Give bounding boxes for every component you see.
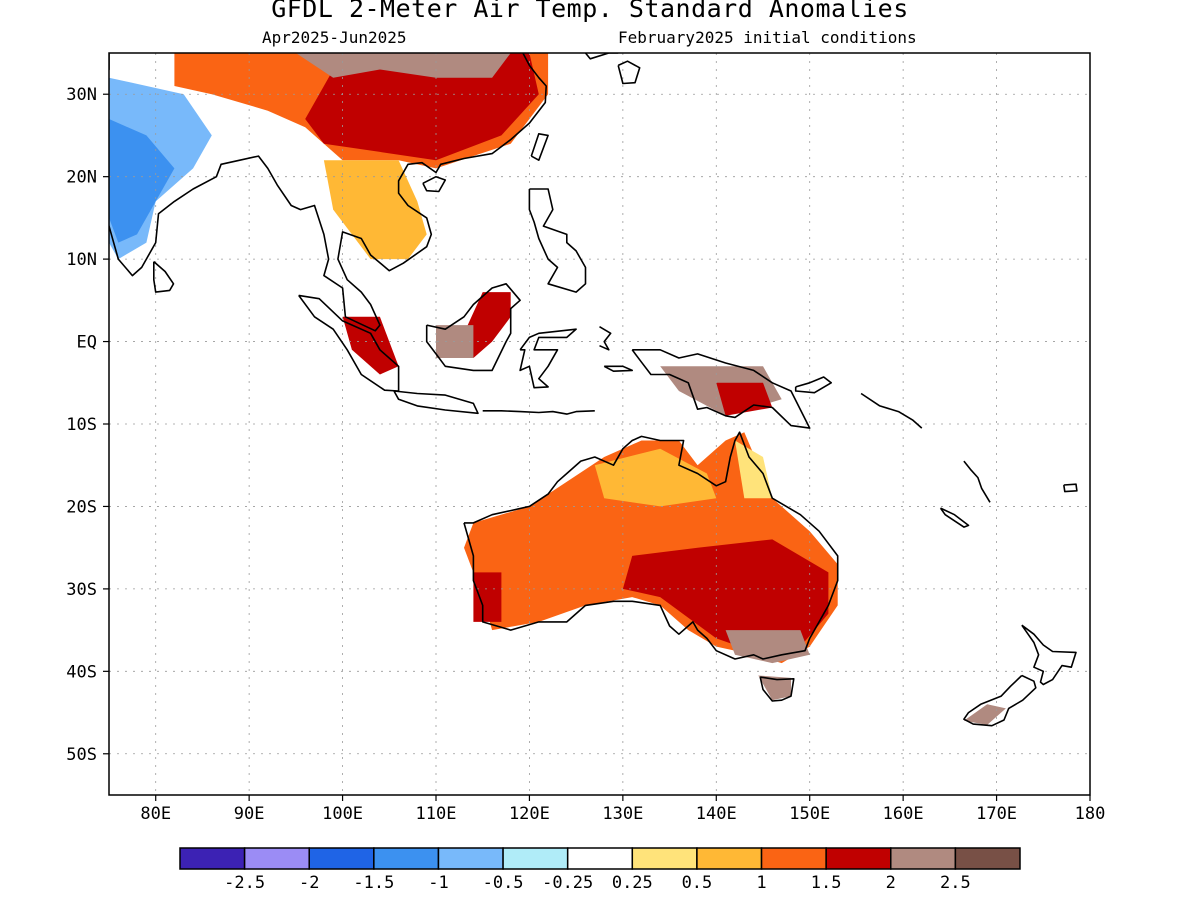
lat-tick-label: 10S <box>66 415 97 435</box>
coastline-timor-flores <box>482 409 595 415</box>
colorbar-swatch <box>243 847 310 870</box>
colorbar-swatch <box>760 847 827 870</box>
colorbar-swatch <box>437 847 504 870</box>
longitude-axis: 80E 90E 100E 110E 120E 130E 140E 150E 160E 170E 18… <box>140 795 1105 824</box>
anomaly-fill-layer <box>109 53 1006 725</box>
coastline-hainan <box>422 175 447 193</box>
anomaly-region-nz-south <box>963 704 1006 725</box>
lat-tick-label: 30S <box>66 580 97 600</box>
coastline-asia-mainland <box>109 53 548 332</box>
lon-tick-label: 90E <box>234 804 265 824</box>
coastline-solomon-islands <box>860 392 923 429</box>
coastline-sri-lanka <box>153 260 175 293</box>
anomaly-region-china-extreme <box>295 53 511 78</box>
lon-tick-label: 100E <box>322 804 363 824</box>
colorbar-swatch <box>179 847 246 870</box>
lat-tick-label: 10N <box>66 250 97 270</box>
lon-tick-label: 80E <box>140 804 171 824</box>
coastline-borneo <box>425 282 521 372</box>
colorbar-label: 1.5 <box>811 873 842 893</box>
lat-tick-label: 40S <box>66 662 97 682</box>
coastline-layer <box>109 53 1078 727</box>
coastline-nz-north <box>1021 624 1077 686</box>
colorbar-swatch <box>696 847 763 870</box>
anomaly-region-australia-se-extreme <box>725 630 810 664</box>
anomaly-region-australia-nw-mild <box>594 448 717 507</box>
colorbar-label: -0.25 <box>542 873 593 893</box>
lon-tick-label: 180 <box>1075 804 1106 824</box>
colorbar: -2.5 -2 -1.5 -1 -0.5 -0.25 0.25 0.5 1 1.5 2 2.5 <box>179 847 1021 893</box>
coastline-sulawesi <box>519 328 577 389</box>
lon-tick-label: 170E <box>976 804 1017 824</box>
colorbar-swatch <box>502 847 569 870</box>
colorbar-label: -1.5 <box>353 873 394 893</box>
anomaly-region-png-hot <box>716 382 773 416</box>
colorbar-swatch <box>373 847 440 870</box>
coastline-seram <box>603 365 634 373</box>
coastline-kyushu <box>617 60 641 85</box>
colorbar-swatch <box>566 847 634 870</box>
anomaly-region-india-cooler <box>109 119 175 243</box>
lon-tick-label: 110E <box>416 804 457 824</box>
lon-tick-label: 140E <box>696 804 737 824</box>
colorbar-label: -0.5 <box>483 873 524 893</box>
map-title: GFDL 2-Meter Air Temp. Standard Anomalie… <box>271 0 909 23</box>
coastline-new-guinea <box>631 348 811 429</box>
colorbar-label: 2.5 <box>940 873 971 893</box>
lon-tick-label: 130E <box>602 804 643 824</box>
coastline-philippines <box>528 188 587 293</box>
lat-tick-label: EQ <box>77 333 97 353</box>
coastline-new-caledonia <box>939 507 970 528</box>
coastline-fiji <box>1063 483 1078 493</box>
coastline-taiwan <box>530 133 549 161</box>
anomaly-region-australia-east-mild <box>735 440 773 499</box>
colorbar-label: 2 <box>886 873 896 893</box>
colorbar-swatch <box>308 847 375 870</box>
coastline-korea-japan <box>584 53 619 60</box>
coastline-java <box>393 390 479 415</box>
colorbar-swatch <box>954 847 1021 870</box>
colorbar-label: -2.5 <box>224 873 265 893</box>
coastline-tasmania <box>759 676 795 702</box>
lat-tick-label: 50S <box>66 745 97 765</box>
coastline-nz-south <box>963 674 1037 727</box>
latitude-axis: 30N 20N 10N EQ 10S 20S 30S 40S 50S <box>66 85 109 765</box>
coastline-australia <box>463 431 839 660</box>
colorbar-swatch <box>890 847 957 870</box>
colorbar-label: 0.5 <box>682 873 713 893</box>
anomaly-region-borneo-hot <box>464 292 511 358</box>
forecast-period: Apr2025-Jun2025 <box>262 28 407 47</box>
lon-tick-label: 160E <box>883 804 924 824</box>
anomaly-region-australia-se-hot <box>622 539 829 655</box>
colorbar-swatch <box>631 847 698 870</box>
anomaly-region-sumatra-hot <box>342 316 399 375</box>
lon-tick-label: 150E <box>789 804 830 824</box>
colorbar-label: -1 <box>428 873 448 893</box>
anomaly-region-china-hot <box>305 53 539 161</box>
coastline-halmahera-seram <box>599 326 612 351</box>
coastline-new-britain <box>794 376 833 394</box>
lat-tick-label: 20S <box>66 497 97 517</box>
initial-conditions: February2025 initial conditions <box>618 28 917 47</box>
lat-tick-label: 30N <box>66 85 97 105</box>
colorbar-label: 0.25 <box>612 873 653 893</box>
anomaly-region-indochina-warm <box>323 160 427 260</box>
map-grid <box>109 53 1090 795</box>
anomaly-region-australia-sw-hot <box>473 572 502 622</box>
colorbar-label: -2 <box>299 873 319 893</box>
lon-tick-label: 120E <box>509 804 550 824</box>
colorbar-label: 1 <box>756 873 766 893</box>
lat-tick-label: 20N <box>66 168 97 188</box>
colorbar-swatch <box>825 847 892 870</box>
anomaly-region-tasmania <box>758 675 791 701</box>
coastline-vanuatu <box>963 460 991 503</box>
